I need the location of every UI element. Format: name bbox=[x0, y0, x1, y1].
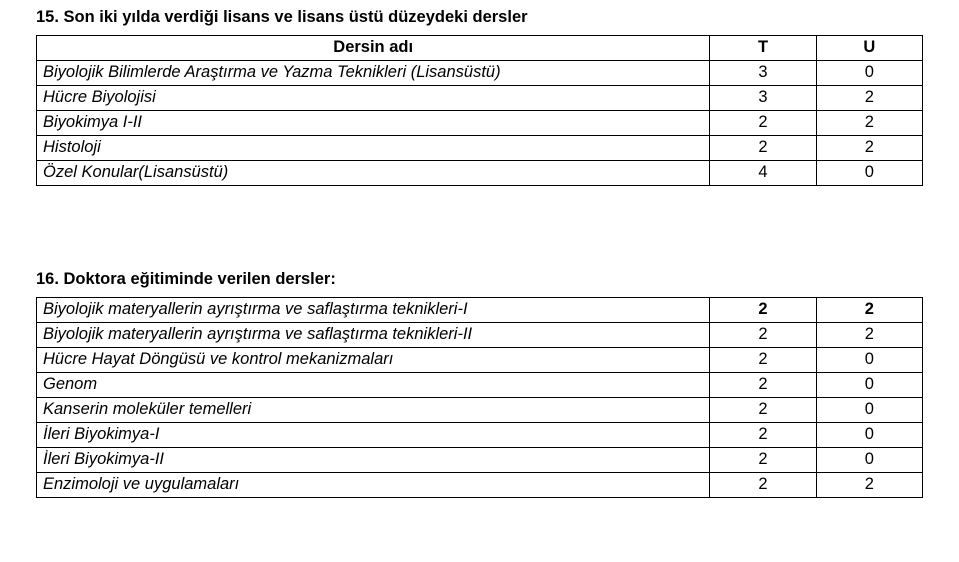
row-t: 4 bbox=[710, 161, 816, 186]
row-label: Kanserin moleküler temelleri bbox=[37, 398, 710, 423]
table-row: Özel Konular(Lisansüstü) 4 0 bbox=[37, 161, 923, 186]
row-u: 2 bbox=[816, 323, 922, 348]
row-t: 2 bbox=[710, 448, 816, 473]
row-label: İleri Biyokimya-II bbox=[37, 448, 710, 473]
row-label: Biyokimya I-II bbox=[37, 111, 710, 136]
header-t: T bbox=[710, 36, 816, 61]
row-t: 2 bbox=[710, 136, 816, 161]
row-t: 2 bbox=[710, 373, 816, 398]
table-section1: Dersin adı T U Biyolojik Bilimlerde Araş… bbox=[36, 35, 923, 186]
row-label: Biyolojik materyallerin ayrıştırma ve sa… bbox=[37, 323, 710, 348]
table-row: Kanserin moleküler temelleri 2 0 bbox=[37, 398, 923, 423]
row-u: 0 bbox=[816, 448, 922, 473]
header-u: U bbox=[816, 36, 922, 61]
table-row: Biyolojik Bilimlerde Araştırma ve Yazma … bbox=[37, 61, 923, 86]
table-row: Hücre Hayat Döngüsü ve kontrol mekanizma… bbox=[37, 348, 923, 373]
table-row: Hücre Biyolojisi 3 2 bbox=[37, 86, 923, 111]
row-label: İleri Biyokimya-I bbox=[37, 423, 710, 448]
row-t: 2 bbox=[710, 348, 816, 373]
row-u: 2 bbox=[816, 86, 922, 111]
row-t: 2 bbox=[710, 298, 816, 323]
table-row: Biyolojik materyallerin ayrıştırma ve sa… bbox=[37, 323, 923, 348]
row-t: 2 bbox=[710, 323, 816, 348]
row-u: 0 bbox=[816, 348, 922, 373]
table-row: İleri Biyokimya-I 2 0 bbox=[37, 423, 923, 448]
row-u: 0 bbox=[816, 61, 922, 86]
row-u: 2 bbox=[816, 136, 922, 161]
row-label: Özel Konular(Lisansüstü) bbox=[37, 161, 710, 186]
table-row: İleri Biyokimya-II 2 0 bbox=[37, 448, 923, 473]
row-t: 2 bbox=[710, 111, 816, 136]
section2-heading: 16. Doktora eğitiminde verilen dersler: bbox=[36, 270, 923, 289]
page-container: 15. Son iki yılda verdiği lisans ve lisa… bbox=[0, 0, 959, 498]
row-t: 2 bbox=[710, 423, 816, 448]
row-label: Biyolojik Bilimlerde Araştırma ve Yazma … bbox=[37, 61, 710, 86]
row-label: Hücre Biyolojisi bbox=[37, 86, 710, 111]
table-row: Biyokimya I-II 2 2 bbox=[37, 111, 923, 136]
row-t: 3 bbox=[710, 86, 816, 111]
table-header-row: Dersin adı T U bbox=[37, 36, 923, 61]
spacer bbox=[36, 186, 923, 270]
row-label: Histoloji bbox=[37, 136, 710, 161]
row-t: 3 bbox=[710, 61, 816, 86]
row-label: Biyolojik materyallerin ayrıştırma ve sa… bbox=[37, 298, 710, 323]
row-t: 2 bbox=[710, 398, 816, 423]
row-u: 0 bbox=[816, 373, 922, 398]
section1-heading: 15. Son iki yılda verdiği lisans ve lisa… bbox=[36, 8, 923, 27]
row-label: Enzimoloji ve uygulamaları bbox=[37, 473, 710, 498]
table-row: Biyolojik materyallerin ayrıştırma ve sa… bbox=[37, 298, 923, 323]
row-u: 0 bbox=[816, 161, 922, 186]
table-row: Histoloji 2 2 bbox=[37, 136, 923, 161]
row-label: Genom bbox=[37, 373, 710, 398]
row-u: 0 bbox=[816, 423, 922, 448]
header-name: Dersin adı bbox=[37, 36, 710, 61]
table-row: Enzimoloji ve uygulamaları 2 2 bbox=[37, 473, 923, 498]
row-u: 2 bbox=[816, 111, 922, 136]
row-t: 2 bbox=[710, 473, 816, 498]
row-u: 0 bbox=[816, 398, 922, 423]
row-u: 2 bbox=[816, 473, 922, 498]
row-label: Hücre Hayat Döngüsü ve kontrol mekanizma… bbox=[37, 348, 710, 373]
table-section2: Biyolojik materyallerin ayrıştırma ve sa… bbox=[36, 297, 923, 498]
row-u: 2 bbox=[816, 298, 922, 323]
table-row: Genom 2 0 bbox=[37, 373, 923, 398]
